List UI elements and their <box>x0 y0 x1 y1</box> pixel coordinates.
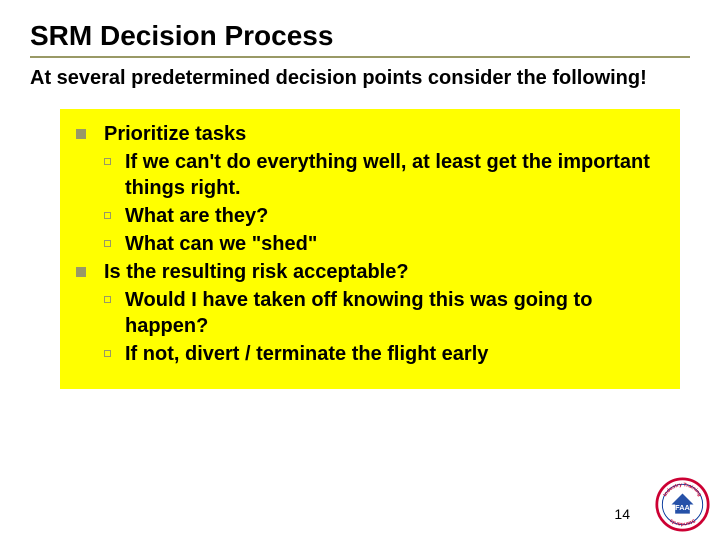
square-outline-icon <box>104 158 111 165</box>
sub-bullet-text: Would I have taken off knowing this was … <box>125 287 664 339</box>
bullet-item: Prioritize tasks <box>76 121 664 147</box>
sub-bullet-item: What are they? <box>104 203 664 229</box>
page-number: 14 <box>614 506 630 522</box>
slide-title: SRM Decision Process <box>30 20 690 52</box>
sub-bullet-item: If we can't do everything well, at least… <box>104 149 664 201</box>
svg-text:Standards: Standards <box>669 517 697 527</box>
svg-text:FAA: FAA <box>675 503 690 512</box>
fits-logo: Industry Training Standards FAA <box>655 477 710 532</box>
square-bullet-icon <box>76 129 86 139</box>
sub-bullet-text: What can we "shed" <box>125 231 317 257</box>
square-outline-icon <box>104 350 111 357</box>
bullet-text: Is the resulting risk acceptable? <box>104 259 409 285</box>
bullet-item: Is the resulting risk acceptable? <box>76 259 664 285</box>
sub-bullet-text: What are they? <box>125 203 268 229</box>
sub-bullet-item: If not, divert / terminate the flight ea… <box>104 341 664 367</box>
bullet-text: Prioritize tasks <box>104 121 246 147</box>
square-outline-icon <box>104 212 111 219</box>
sub-list: If we can't do everything well, at least… <box>104 149 664 257</box>
sub-bullet-item: Would I have taken off knowing this was … <box>104 287 664 339</box>
title-underline <box>30 56 690 58</box>
sub-list: Would I have taken off knowing this was … <box>104 287 664 367</box>
square-outline-icon <box>104 296 111 303</box>
sub-bullet-text: If not, divert / terminate the flight ea… <box>125 341 488 367</box>
slide-subtitle: At several predetermined decision points… <box>30 66 690 91</box>
content-box: Prioritize tasks If we can't do everythi… <box>60 109 680 389</box>
slide-container: SRM Decision Process At several predeter… <box>0 0 720 540</box>
sub-bullet-item: What can we "shed" <box>104 231 664 257</box>
square-bullet-icon <box>76 267 86 277</box>
sub-bullet-text: If we can't do everything well, at least… <box>125 149 664 201</box>
square-outline-icon <box>104 240 111 247</box>
